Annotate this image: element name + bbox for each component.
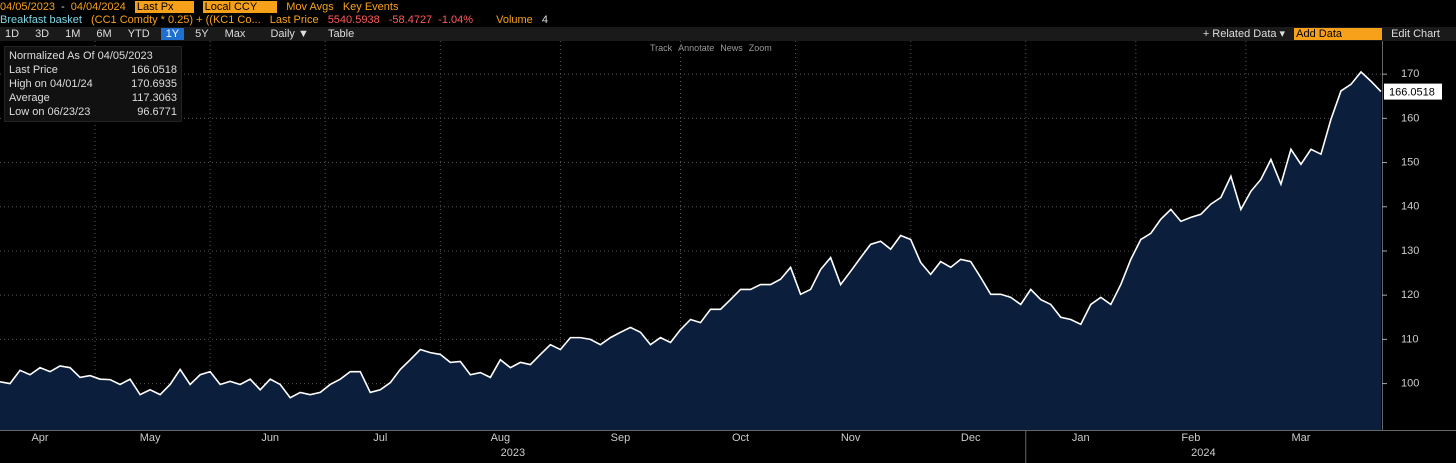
info-value: 96.6771 [137, 106, 177, 118]
period-button[interactable]: YTD [127, 28, 150, 40]
info-row: Low on 06/23/23 96.6771 [9, 105, 177, 119]
period-button[interactable]: 1D [5, 28, 20, 40]
x-tick-label: May [140, 432, 161, 444]
chart-tool[interactable]: Track [650, 43, 673, 53]
chart-tools: Track Annotate News Zoom [650, 41, 778, 55]
info-value: 117.3063 [131, 92, 177, 104]
info-row: Average 117.3063 [9, 91, 177, 105]
info-value: 170.6935 [131, 78, 177, 90]
volume: 4 [541, 14, 548, 26]
y-tick-label: 120 [1401, 289, 1419, 301]
frequency[interactable]: Daily ▼ [270, 28, 309, 40]
change: -58.4727 [388, 14, 433, 26]
x-tick-label: Nov [841, 432, 861, 444]
period-bar: 1D 3D 1M 6M YTD 1Y 5Y Max Daily ▼ Table + Relat… [0, 27, 1456, 41]
x-tick-label: Aug [491, 432, 511, 444]
info-box: Normalized As Of 04/05/2023 Last Price 16… [4, 46, 182, 122]
last-value-label: 166.0518 [1389, 87, 1435, 99]
period-button[interactable]: 3D [35, 28, 50, 40]
last-value-tag [1384, 83, 1442, 100]
chart-tool[interactable]: Zoom [748, 43, 772, 53]
edit-chart[interactable]: Edit Chart [1391, 28, 1440, 40]
x-tick-label: Oct [732, 432, 749, 444]
period-button[interactable]: Max [224, 28, 246, 40]
x-tick-label: Jan [1072, 432, 1090, 444]
end-date[interactable]: 04/04/2024 [70, 1, 126, 13]
area [0, 71, 1381, 431]
period-button[interactable]: 6M [96, 28, 112, 40]
info-label: Last Price [9, 64, 58, 76]
year-label: 2023 [501, 447, 525, 459]
last-label: Last Price [269, 14, 319, 26]
key-events[interactable]: Key Events [342, 1, 399, 13]
change-pct: -1.04% [438, 14, 474, 26]
x-tick-label: Mar [1291, 432, 1310, 444]
year-label: 2024 [1191, 447, 1215, 459]
info-label: Average [9, 92, 50, 104]
line [0, 70, 1382, 399]
table[interactable]: Table [327, 28, 355, 40]
info-title: Normalized As Of 04/05/2023 [9, 50, 153, 62]
start-date[interactable]: 04/05/2023 [0, 1, 56, 13]
info-label: Low on 06/23/23 [9, 106, 91, 118]
y-tick-label: 100 [1401, 377, 1419, 389]
info-label: High on 04/01/24 [9, 78, 93, 90]
toolbar: 04/05/2023-04/04/2024 Last Px Local CCY … [0, 0, 404, 14]
chart-tool[interactable]: Annotate [678, 43, 715, 53]
period-button[interactable]: 1M [65, 28, 81, 40]
x-tick-label: Jun [261, 432, 279, 444]
info-value: 166.0518 [131, 64, 177, 76]
y-tick-label: 110 [1401, 333, 1419, 345]
dash: - [61, 1, 65, 13]
volume-label: Volume [496, 14, 533, 26]
security-bar: Breakfast basket (CC1 Comdty * 0.25) + (… [0, 13, 554, 27]
x-tick-label: Jul [373, 432, 387, 444]
formula: (CC1 Comdty * 0.25) + ((KC1 Co... [91, 14, 261, 26]
y-tick-label: 150 [1401, 156, 1419, 168]
currency[interactable]: Local CCY [202, 1, 278, 13]
x-tick-label: Sep [611, 432, 631, 444]
y-tick-label: 140 [1401, 201, 1419, 213]
mov-avgs[interactable]: Mov Avgs [286, 1, 334, 13]
x-tick-label: Feb [1181, 432, 1200, 444]
field[interactable]: Last Px [134, 1, 194, 13]
info-row: High on 04/01/24 170.6935 [9, 77, 177, 91]
chart-tool[interactable]: News [720, 43, 743, 53]
info-row: Last Price 166.0518 [9, 63, 177, 77]
y-tick-label: 130 [1401, 245, 1419, 257]
period-button[interactable]: 1Y [160, 28, 185, 40]
chart: 100 110 120 130 140 150 160 170 166.0518 Apr May Ju… [0, 41, 1456, 463]
x-tick-label: Dec [961, 432, 981, 444]
last: 5540.5938 [327, 14, 380, 26]
y-tick-label: 170 [1401, 68, 1419, 80]
period-button[interactable]: 5Y [195, 28, 209, 40]
add-data[interactable]: Add Data [1294, 28, 1383, 40]
related-data[interactable]: + Related Data ▾ [1202, 28, 1286, 40]
y-tick-label: 160 [1401, 112, 1419, 124]
security-name: Breakfast basket [0, 14, 82, 26]
x-tick-label: Apr [31, 432, 48, 444]
